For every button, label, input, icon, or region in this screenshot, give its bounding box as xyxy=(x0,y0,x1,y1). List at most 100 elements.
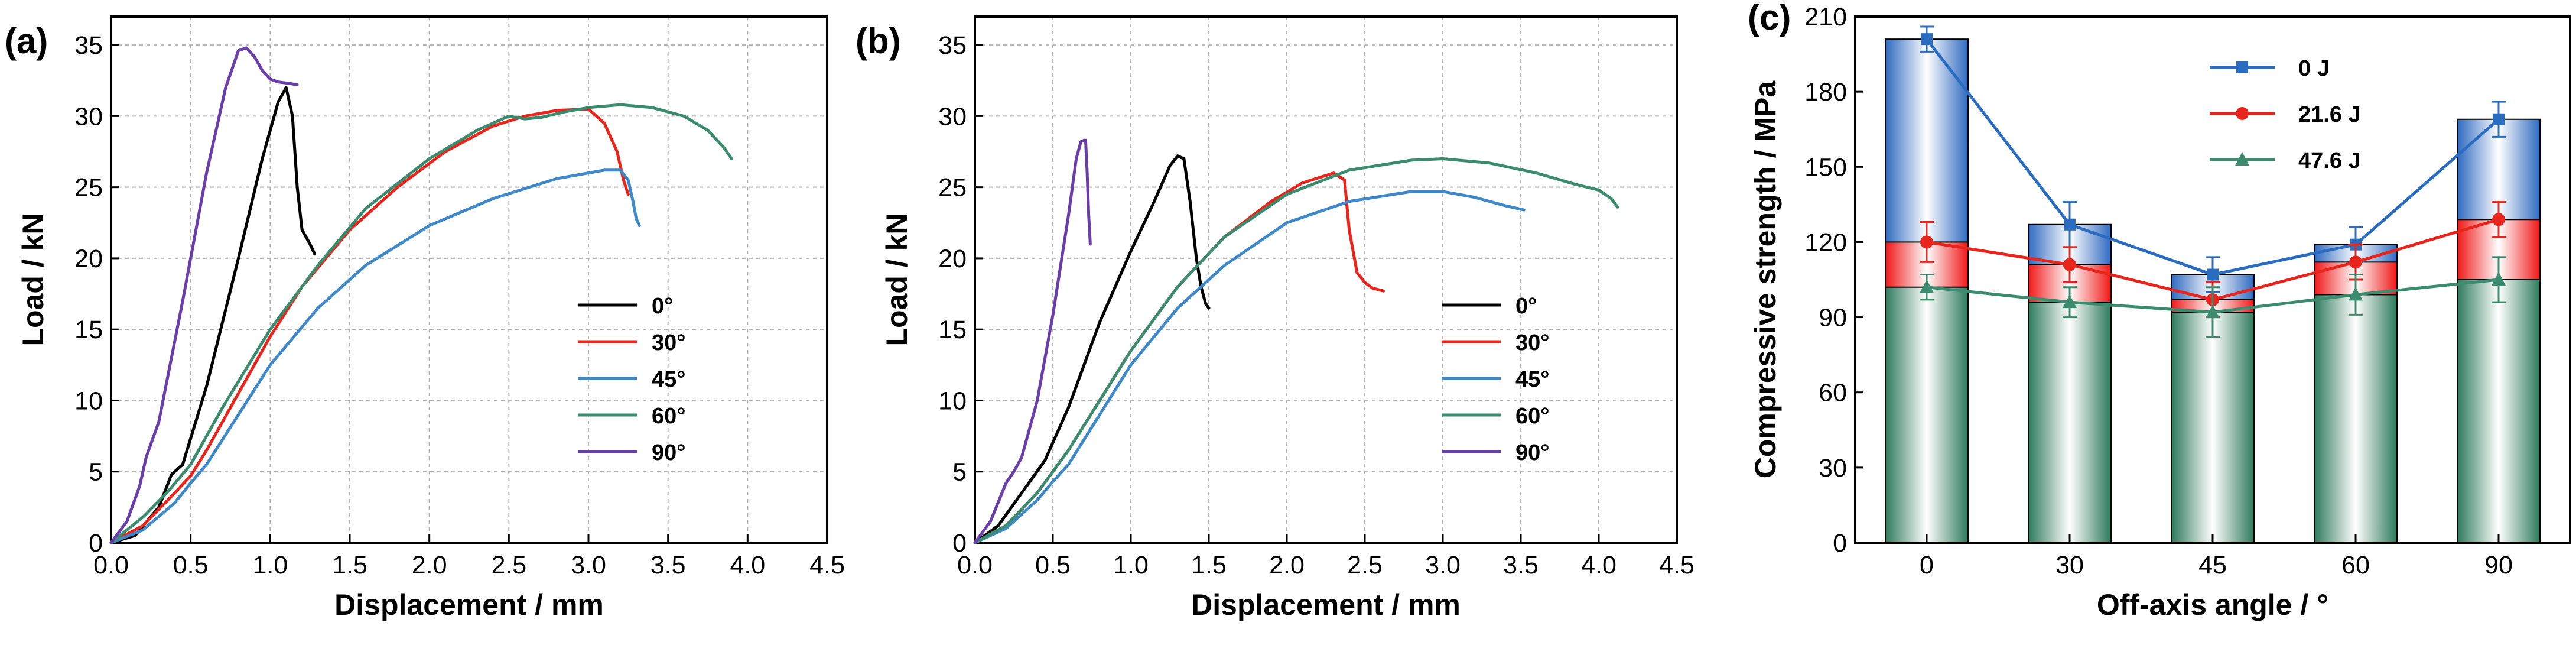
y-tick-label: 5 xyxy=(952,458,967,487)
y-tick-label: 30 xyxy=(74,102,103,131)
series-line-45deg xyxy=(973,190,1526,544)
x-tick-label: 3.0 xyxy=(1425,551,1461,579)
y-tick-label: 25 xyxy=(938,174,967,202)
series-line-30deg xyxy=(973,171,1385,544)
legend-label: 90° xyxy=(652,440,685,465)
marker-square xyxy=(2064,218,2076,231)
legend-label: 21.6 J xyxy=(2298,102,2361,127)
y-tick-label: 120 xyxy=(1804,228,1847,257)
y-tick-label: 35 xyxy=(938,31,967,60)
marker-triangle xyxy=(2349,287,2363,301)
x-tick-label: 1.5 xyxy=(332,551,367,579)
series-line-90deg xyxy=(109,46,299,544)
x-tick-label: 2.0 xyxy=(1269,551,1305,579)
y-tick-label: 0 xyxy=(89,529,103,558)
plot-frame xyxy=(110,15,828,544)
y-tick-label: 10 xyxy=(938,387,967,415)
panel-c-chart: 0 30 60 90 120 150 180 210 0 30 45 60 90 Off-axis ang… xyxy=(1748,0,2571,621)
y-tick-label: 35 xyxy=(74,31,103,60)
x-axis-title: Displacement / mm xyxy=(334,588,604,621)
marker-triangle xyxy=(2063,294,2077,309)
legend-label: 60° xyxy=(652,404,685,429)
series-line-0deg xyxy=(973,154,1211,544)
x-tick-label: 90 xyxy=(2484,551,2513,579)
x-tick-label: 0.0 xyxy=(957,551,993,579)
x-tick-label: 4.0 xyxy=(730,551,765,579)
marker-square xyxy=(1921,33,1933,46)
y-tick-label: 0 xyxy=(952,529,967,558)
x-tick-label: 1.0 xyxy=(1113,551,1149,579)
plot-frame xyxy=(974,15,1678,544)
x-tick-label: 2.0 xyxy=(412,551,447,579)
x-axis-title: Displacement / mm xyxy=(1191,588,1461,621)
x-tick-label: 0.5 xyxy=(1035,551,1071,579)
y-tick-label: 60 xyxy=(1819,379,1847,407)
legend-label: 30° xyxy=(652,330,685,355)
y-tick-label: 20 xyxy=(74,245,103,273)
panel-label: (b) xyxy=(856,21,901,61)
bar-47_6J xyxy=(2314,294,2398,543)
y-tick-label: 10 xyxy=(74,387,103,415)
marker-square xyxy=(2207,268,2219,281)
marker-circle xyxy=(1920,235,1933,249)
legend-label: 90° xyxy=(1515,440,1549,465)
marker-circle xyxy=(2236,107,2249,120)
x-tick-label: 4.5 xyxy=(1659,551,1694,579)
series-line-90deg xyxy=(973,138,1092,544)
y-tick-label: 15 xyxy=(74,316,103,344)
y-tick-label: 150 xyxy=(1804,153,1847,181)
y-tick-label: 0 xyxy=(1833,529,1847,558)
series-line-60deg xyxy=(109,103,733,544)
series-line-60deg xyxy=(973,157,1619,544)
legend-label: 0 J xyxy=(2298,56,2330,81)
marker-circle xyxy=(2063,258,2076,271)
x-tick-label: 60 xyxy=(2341,551,2370,579)
legend-label: 0° xyxy=(652,294,673,319)
x-tick-label: 45 xyxy=(2198,551,2227,579)
marker-triangle xyxy=(2492,272,2506,286)
bar-47_6J xyxy=(2171,312,2255,543)
y-tick-label: 90 xyxy=(1819,304,1847,332)
panel-label: (c) xyxy=(1748,0,1791,37)
bar-47_6J xyxy=(1885,286,1969,543)
y-tick-label: 30 xyxy=(1819,454,1847,482)
panel-a-chart: 0.0 0.5 1.0 1.5 2.0 2.5 3.0 3.5 4.0 4.5 0 5 10 15 20 25… xyxy=(5,15,845,621)
x-tick-label: 3.5 xyxy=(650,551,686,579)
marker-triangle xyxy=(2206,304,2220,319)
y-tick-label: 20 xyxy=(938,245,967,273)
y-axis-title: Load / kN xyxy=(17,213,50,346)
y-tick-label: 5 xyxy=(89,458,103,487)
x-tick-label: 1.0 xyxy=(252,551,288,579)
marker-triangle xyxy=(2235,152,2249,166)
series-line-30deg xyxy=(109,107,630,544)
marker-triangle xyxy=(1920,279,1934,293)
y-tick-label: 30 xyxy=(938,102,967,131)
x-tick-label: 30 xyxy=(2055,551,2084,579)
panel-b-chart: 0.0 0.5 1.0 1.5 2.0 2.5 3.0 3.5 4.0 4.5 0 5 10 15 20 25… xyxy=(856,15,1694,621)
x-tick-label: 4.0 xyxy=(1581,551,1616,579)
x-tick-label: 4.5 xyxy=(809,551,845,579)
y-tick-label: 210 xyxy=(1804,3,1847,31)
legend-label: 45° xyxy=(652,367,685,392)
legend-label: 45° xyxy=(1515,367,1549,392)
bar-47_6J xyxy=(2028,302,2112,543)
bar-47_6J xyxy=(2457,279,2541,543)
marker-circle xyxy=(2492,213,2505,226)
marker-circle xyxy=(2349,255,2362,269)
x-tick-label: 1.5 xyxy=(1191,551,1227,579)
x-tick-label: 0.5 xyxy=(173,551,209,579)
y-axis-title: Compressive strength / MPa xyxy=(1749,80,1782,479)
legend-label: 0° xyxy=(1515,294,1537,319)
x-tick-label: 3.5 xyxy=(1503,551,1539,579)
marker-square xyxy=(2493,113,2505,125)
y-axis-title: Load / kN xyxy=(880,213,913,346)
marker-square xyxy=(2236,61,2248,73)
x-tick-label: 2.5 xyxy=(1347,551,1383,579)
series-line-45deg xyxy=(109,168,641,544)
x-tick-label: 2.5 xyxy=(491,551,526,579)
x-axis-title: Off-axis angle / ° xyxy=(2097,588,2328,621)
x-tick-label: 0.0 xyxy=(93,551,129,579)
legend-label: 47.6 J xyxy=(2298,148,2361,173)
legend-label: 30° xyxy=(1515,330,1549,355)
